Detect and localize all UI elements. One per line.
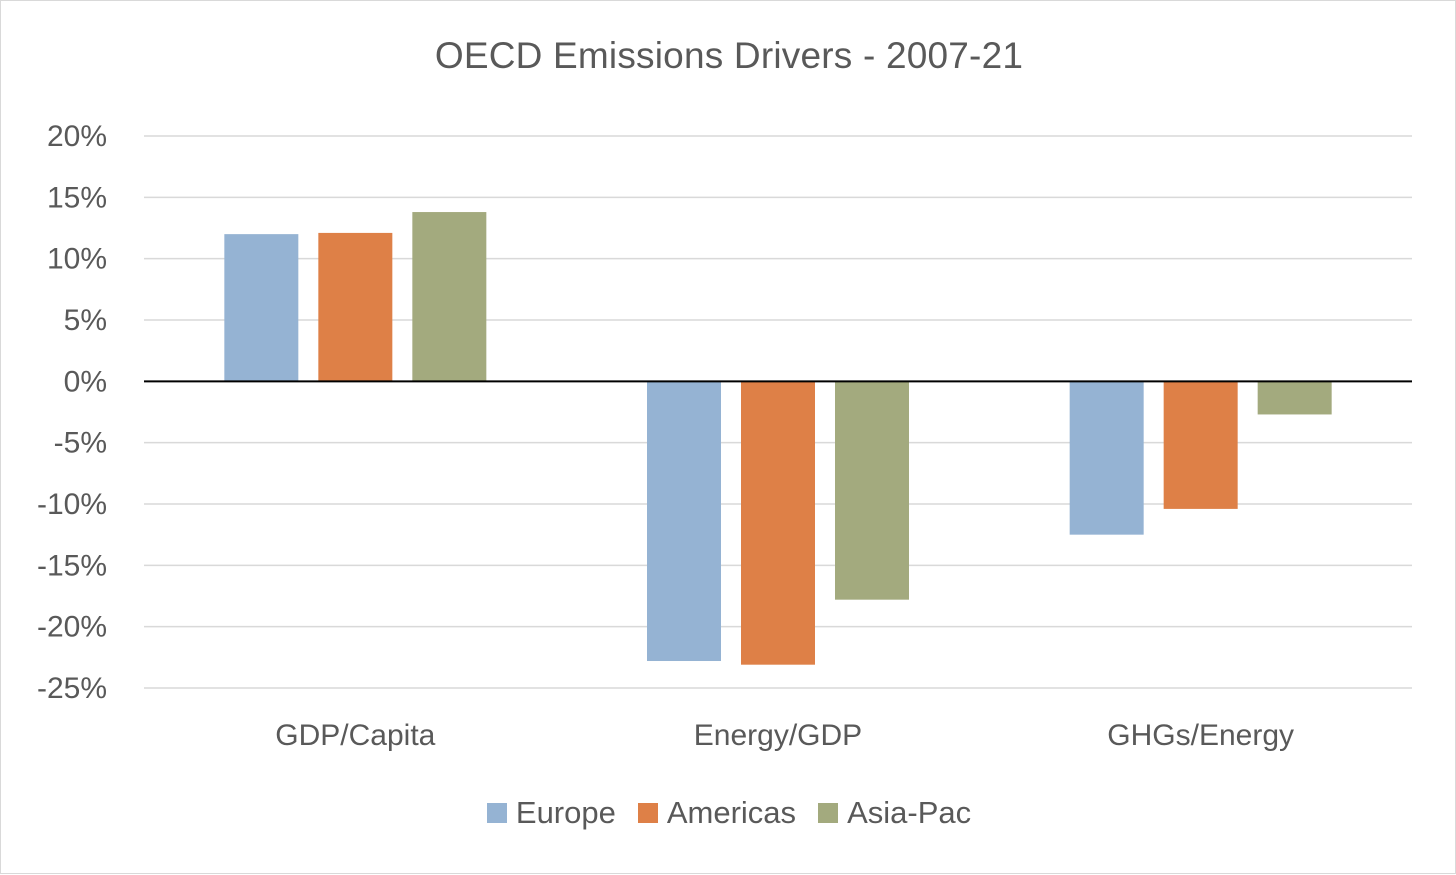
legend-item: Europe (486, 795, 616, 831)
legend-swatch (818, 803, 839, 823)
bar-europe-ghgs-energy (1069, 381, 1144, 535)
bar-asia-pac-energy-gdp (835, 381, 909, 600)
y-tick-label: -25% (37, 672, 107, 705)
x-tick-label: GHGs/Energy (1107, 719, 1294, 752)
y-tick-label: 0% (64, 365, 107, 398)
bar-americas-energy-gdp (741, 381, 815, 665)
legend-item: Asia-Pac (818, 795, 971, 831)
chart-legend: Europe Americas Asia-Pac (1, 795, 1456, 831)
y-tick-label: 15% (47, 181, 107, 214)
y-tick-label: -15% (37, 549, 107, 582)
x-tick-label: GDP/Capita (275, 719, 435, 752)
y-tick-label: 20% (47, 120, 107, 153)
legend-swatch (486, 803, 507, 823)
legend-item: Americas (637, 795, 797, 831)
y-tick-label: 5% (64, 304, 107, 337)
bars (224, 212, 1332, 665)
bar-europe-gdp-capita (224, 234, 299, 382)
y-tick-label: 10% (47, 243, 107, 276)
legend-label: Asia-Pac (847, 795, 972, 830)
bar-asia-pac-gdp-capita (412, 212, 487, 382)
x-tick-label: Energy/GDP (694, 719, 862, 752)
legend-label: Europe (515, 795, 616, 830)
bar-americas-ghgs-energy (1163, 381, 1238, 509)
y-tick-label: -5% (54, 427, 107, 460)
chart-title: OECD Emissions Drivers - 2007-21 (434, 35, 1024, 76)
y-tick-label: -20% (37, 611, 107, 644)
bar-europe-energy-gdp (647, 381, 721, 662)
y-tick-label: -10% (37, 488, 107, 521)
bar-americas-gdp-capita (318, 232, 393, 382)
tick-labels: 20% 15% 10% 5% 0% -5% -10% -15% -20% -25% GDP/Capi… (37, 120, 1294, 752)
legend-label: Americas (666, 795, 797, 830)
legend-swatch (637, 803, 658, 823)
bar-asia-pac-ghgs-energy (1257, 381, 1332, 415)
